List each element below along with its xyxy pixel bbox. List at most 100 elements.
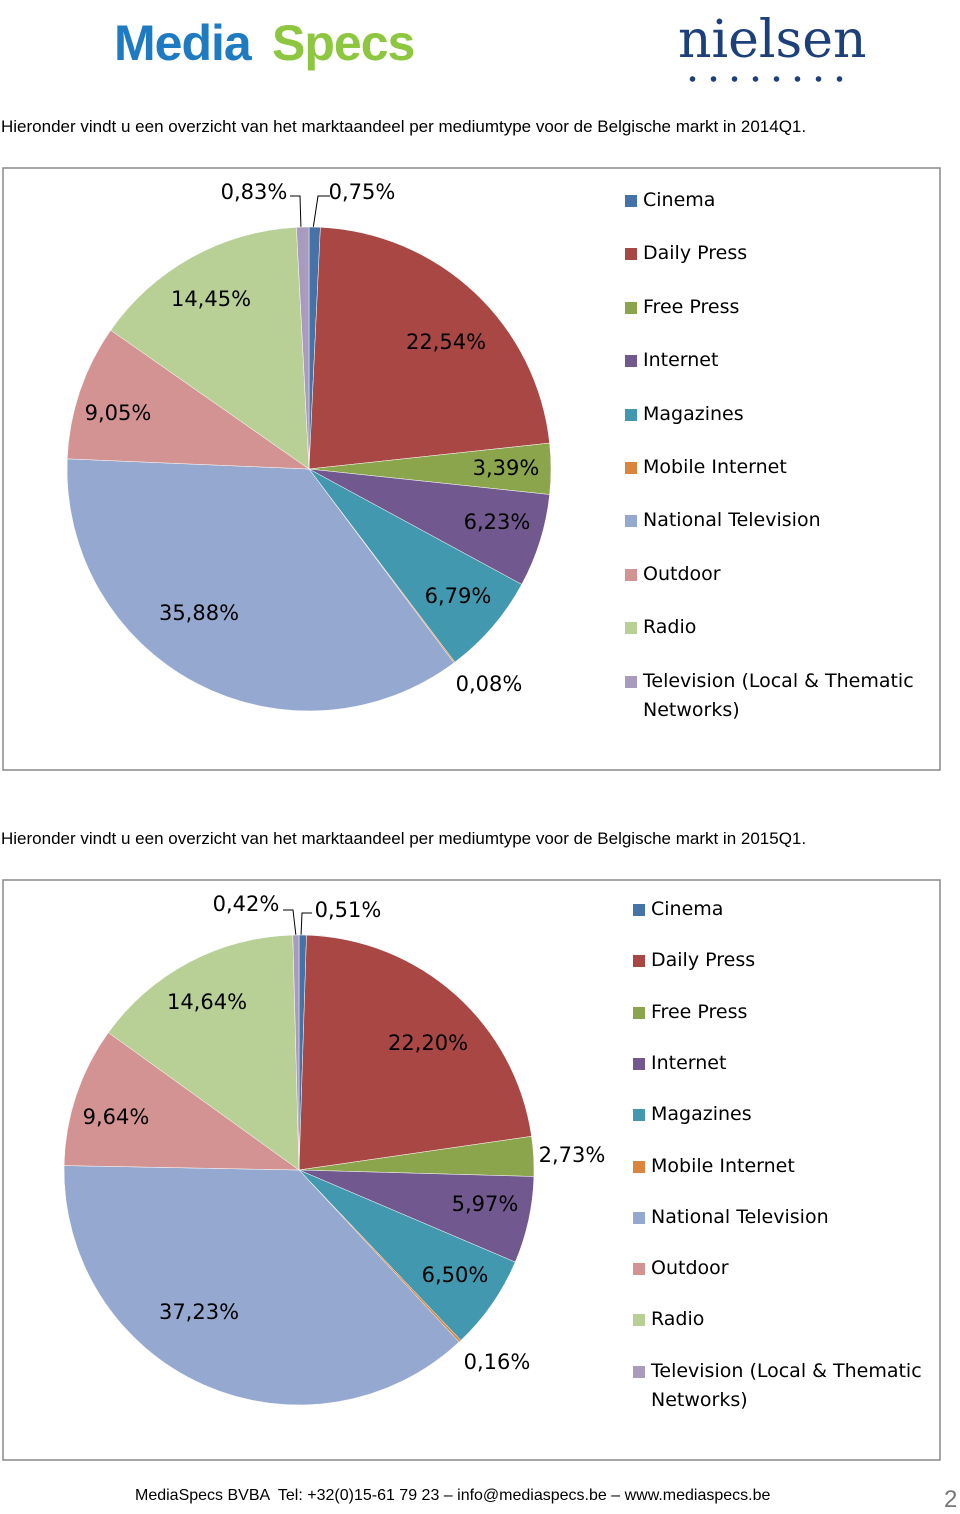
leader-line <box>312 195 330 230</box>
legend-item: Cinema <box>633 895 941 924</box>
data-label: 0,83% <box>221 180 288 204</box>
legend-label: Free Press <box>651 1000 748 1023</box>
pie-slice <box>63 1165 460 1406</box>
legend-swatch <box>625 568 637 581</box>
legend-label: Free Press <box>643 295 740 318</box>
legend-swatch <box>625 355 637 368</box>
leader-line <box>290 195 302 230</box>
data-label: 2,73% <box>539 1143 606 1167</box>
legend-swatch <box>633 1314 645 1327</box>
legend-label: Radio <box>651 1308 705 1331</box>
pie-slice <box>66 458 455 712</box>
legend-item: National Television <box>633 1203 941 1232</box>
data-label: 9,64% <box>83 1105 150 1129</box>
pie-slice <box>292 934 300 1171</box>
data-label: 0,75% <box>329 180 396 204</box>
data-label: 22,54% <box>406 330 486 354</box>
data-label: 5,97% <box>452 1192 519 1216</box>
pie-slice <box>66 329 310 470</box>
data-label: 0,51% <box>315 898 382 922</box>
data-label: 0,16% <box>464 1350 531 1374</box>
data-label: 22,20% <box>388 1031 468 1055</box>
legend-swatch <box>625 462 637 474</box>
legend-swatch <box>625 515 637 528</box>
leader-line <box>300 912 312 937</box>
legend-swatch <box>633 1160 645 1173</box>
legend-item: Television (Local & Thematic Networks) <box>633 1357 941 1415</box>
data-label: 0,42% <box>213 892 280 916</box>
legend-item: Outdoor <box>625 560 933 589</box>
legend-swatch <box>633 1109 645 1122</box>
data-label: 37,23% <box>159 1300 239 1324</box>
legend-swatch <box>633 955 645 968</box>
logo-left: Media Specs <box>100 0 425 90</box>
logo-part: Media <box>114 15 252 71</box>
legend-label: Cinema <box>643 189 716 211</box>
legend-swatch <box>625 622 637 635</box>
data-label: 35,88% <box>159 601 239 625</box>
legend-swatch <box>633 1263 645 1276</box>
legend-item: Daily Press <box>625 239 933 268</box>
legend-label: Cinema <box>651 898 724 920</box>
pie-slice <box>308 227 550 470</box>
data-label: 14,64% <box>167 990 247 1014</box>
legend-item: Cinema <box>625 186 933 215</box>
legend-item: Mobile Internet <box>625 453 933 482</box>
data-label: 0,08% <box>456 672 523 696</box>
legend-label: Mobile Internet <box>643 456 787 478</box>
data-label: 3,39% <box>473 456 540 480</box>
legend-label: Magazines <box>643 402 744 425</box>
charts: 0,75% 22,54% 3,39% 6,23% 6,79% 0,08% 35,88% 9,0… <box>2 167 941 1461</box>
legend-swatch <box>633 1365 645 1378</box>
pie-slice <box>108 934 300 1171</box>
data-label: 14,45% <box>171 287 251 311</box>
legend-item: Television (Local & Thematic Networks) <box>625 667 933 725</box>
logo-text: nielsen <box>678 10 867 70</box>
legend-label: Magazines <box>651 1103 752 1126</box>
data-label: 6,23% <box>464 510 531 534</box>
intro-text: Hieronder vindt u een overzicht van het … <box>1 117 807 136</box>
footer: MediaSpecs BVBA Tel: +32(0)15-61 79 23 –… <box>135 1487 771 1504</box>
legend-swatch <box>625 301 637 314</box>
legend-label: Outdoor <box>643 562 721 585</box>
legend-swatch <box>625 195 637 207</box>
legend-swatch <box>625 408 637 421</box>
legend-label: Outdoor <box>651 1257 729 1280</box>
pie-slice <box>298 934 532 1171</box>
pie-slice <box>63 1032 300 1171</box>
logo-dots <box>682 76 852 82</box>
pie-slice <box>110 227 310 470</box>
legend-swatch <box>625 248 637 261</box>
data-label: 9,05% <box>85 401 152 425</box>
legend-swatch <box>633 904 645 916</box>
legend-item: Free Press <box>625 293 933 322</box>
legend-swatch <box>633 1211 645 1224</box>
logo-right: nielsen <box>678 10 868 90</box>
legend-swatch <box>625 675 637 688</box>
legend-item: Radio <box>633 1305 941 1334</box>
leader-line <box>283 909 297 937</box>
legend-label: Radio <box>643 616 697 639</box>
legend-item: Internet <box>625 346 933 375</box>
legend-label: National Television <box>651 1205 829 1228</box>
legend-item: Outdoor <box>633 1254 941 1283</box>
legend-swatch <box>633 1006 645 1019</box>
legend-swatch <box>633 1057 645 1070</box>
legend-label: Television (Local & Thematic Networks) <box>651 1359 922 1411</box>
legend-label: Daily Press <box>643 242 748 265</box>
legend-label: Television (Local & Thematic Networks) <box>643 669 914 721</box>
legend-label: Daily Press <box>651 949 756 972</box>
logo-part: Specs <box>272 15 415 71</box>
legend-item: Mobile Internet <box>633 1152 941 1181</box>
pie-slice <box>296 226 310 470</box>
legend-item: Radio <box>625 613 933 642</box>
data-label: 6,79% <box>425 584 492 608</box>
intro-text: Hieronder vindt u een overzicht van het … <box>1 829 807 848</box>
legend-item: Internet <box>633 1049 941 1078</box>
legend-label: Internet <box>651 1051 727 1074</box>
legend-item: Magazines <box>625 400 933 429</box>
data-label: 6,50% <box>422 1263 489 1287</box>
legend-label: Mobile Internet <box>651 1154 795 1177</box>
legend-item: Daily Press <box>633 946 941 975</box>
